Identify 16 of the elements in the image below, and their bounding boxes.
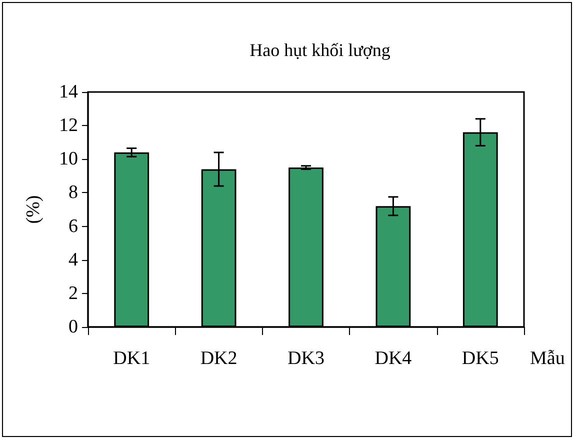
y-tick-label: 12 [59, 115, 78, 136]
x-tick-label: DK4 [374, 348, 412, 369]
y-tick-label: 14 [59, 82, 78, 102]
x-tick-label: DK1 [113, 348, 150, 369]
x-tick-label: DK5 [462, 348, 499, 369]
y-tick-label: 0 [68, 316, 78, 338]
chart-title: Hao hụt khối lượng [250, 40, 390, 60]
y-tick-label: 8 [68, 182, 78, 204]
y-tick-label: 10 [59, 148, 78, 170]
y-tick-label: 4 [68, 249, 78, 270]
x-axis-title: Mẫu [530, 348, 566, 369]
y-axis-title: (%) [23, 195, 44, 224]
x-tick-label: DK3 [288, 348, 324, 369]
x-tick-label: DK2 [200, 348, 238, 369]
y-tick-label: 6 [68, 216, 78, 237]
y-tick-label: 2 [68, 282, 78, 304]
